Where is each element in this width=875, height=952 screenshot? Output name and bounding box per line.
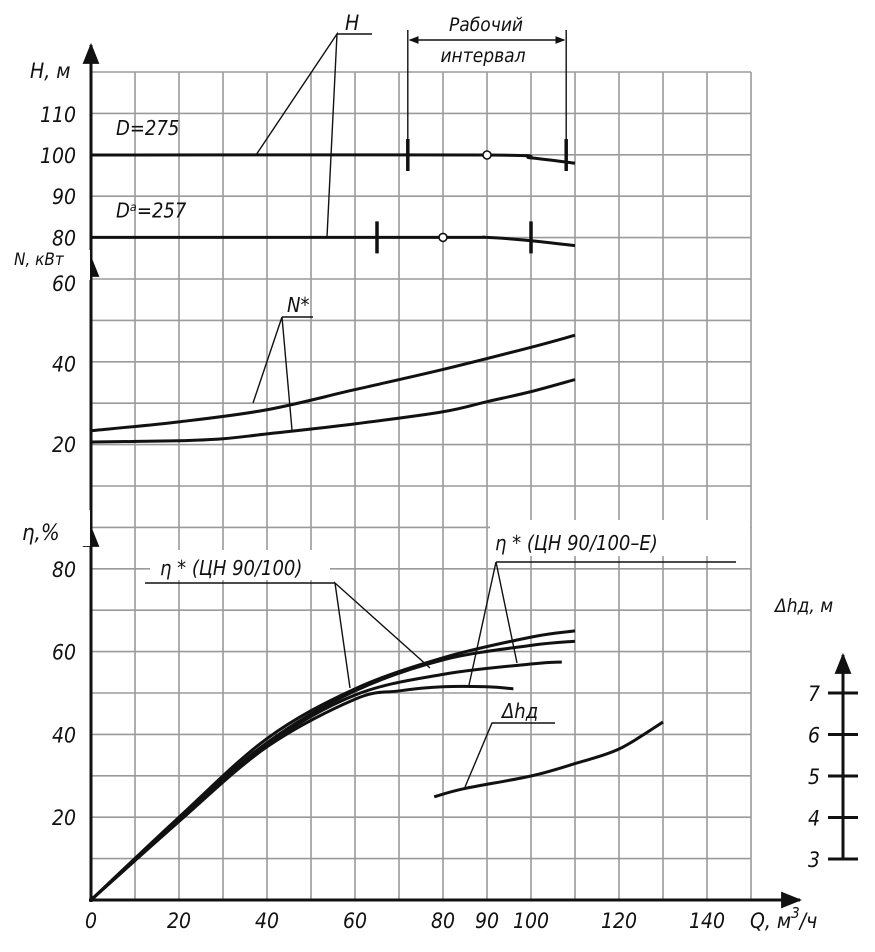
x-tick-label: 120: [601, 909, 637, 933]
head-curve: [90, 235, 576, 248]
power-axis-label: N, кВт: [14, 250, 65, 270]
interval-label: интервал: [440, 45, 525, 67]
label-bg: [0, 510, 90, 546]
head-axis-label: H, м: [30, 59, 70, 83]
npsh-tick-label: 3: [808, 848, 820, 872]
npsh-tick-label: 7: [808, 682, 820, 706]
power-curve: [90, 333, 576, 433]
grid: [91, 71, 752, 901]
head-tick-label: 90: [52, 185, 76, 209]
curves: [89, 30, 736, 902]
x-tick-label: 100: [513, 909, 549, 933]
efficiency-tick-label: 60: [52, 641, 76, 665]
efficiency-curve: [90, 660, 562, 902]
x-tick-label: 140: [689, 909, 725, 933]
operating-point: [482, 150, 492, 160]
npsh-tick-label: 5: [808, 765, 820, 789]
npsh-tick-label: 6: [808, 724, 820, 748]
efficiency-e-label: η * (ЦН 90/100–Е): [495, 531, 658, 555]
x-tick-label: 90: [475, 909, 499, 933]
efficiency-curve: [89, 639, 576, 902]
label-bg: [0, 250, 90, 280]
operating-point: [438, 232, 448, 243]
power-tick-label: 40: [52, 352, 76, 376]
power-leader: [252, 316, 293, 431]
efficiency-label: η * (ЦН 90/100): [160, 556, 302, 580]
head-tick-label: 100: [40, 144, 76, 168]
diameter-label: Dᵃ=257: [116, 198, 187, 222]
power-leader-label: N*: [287, 293, 309, 317]
npsh-curve: [433, 720, 664, 799]
efficiency-axis-label: η,%: [22, 521, 60, 546]
head-curve: [90, 153, 576, 165]
head-tick-label: 110: [40, 103, 76, 127]
x-tick-label: 80: [431, 909, 455, 933]
efficiency-curve: [89, 629, 576, 902]
head-leader-label: H: [345, 11, 359, 35]
head-leader: [255, 31, 338, 238]
labels: 0 20 40 60 80 90 100 120 140 Q, м3/ч 80 90 100 110 20 4…: [0, 11, 833, 933]
interval-label: Рабочий: [449, 14, 523, 36]
x-tick-label: 40: [255, 909, 279, 933]
x-tick-label: 20: [167, 909, 191, 933]
label-bg: [150, 550, 330, 580]
head-tick-label: 80: [52, 226, 76, 250]
x-tick-label: 60: [343, 909, 367, 933]
npsh-tick-label: 4: [808, 807, 820, 831]
diameter-label: D=275: [116, 116, 179, 140]
efficiency-tick-label: 40: [52, 723, 76, 747]
power-tick-label: 60: [52, 272, 76, 296]
label-bg: [490, 520, 750, 556]
x-tick-label: 0: [85, 909, 97, 933]
npsh-axis-label: Δhд, м: [773, 595, 833, 617]
axes: [82, 42, 858, 909]
power-curve: [90, 378, 576, 444]
efficiency-tick-label: 20: [52, 806, 76, 830]
npsh-leader: [464, 722, 555, 788]
npsh-leader-label: Δhд: [500, 699, 538, 723]
efficiency-curve: [90, 684, 514, 902]
efficiency-tick-label: 80: [52, 558, 76, 582]
efficiency-leader: [334, 581, 431, 689]
power-tick-label: 20: [52, 433, 76, 457]
x-axis-label: Q, м3/ч: [750, 904, 817, 933]
